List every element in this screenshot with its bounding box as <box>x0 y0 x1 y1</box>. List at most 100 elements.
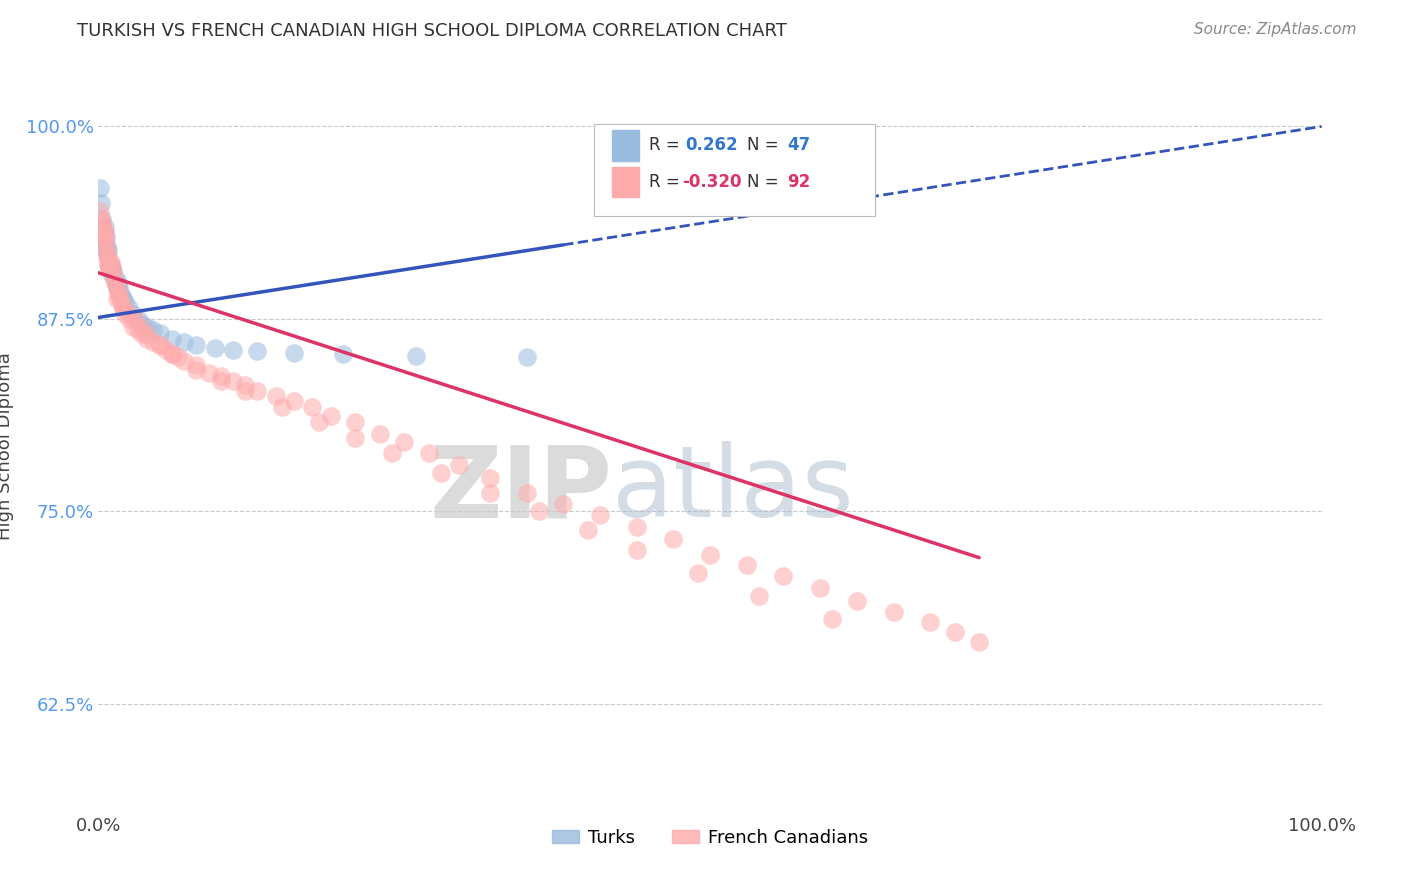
Point <box>97 243 120 257</box>
Point <box>222 343 245 357</box>
Point <box>118 301 141 315</box>
Point <box>91 227 114 242</box>
Point <box>91 211 114 226</box>
Point <box>98 258 121 272</box>
Point <box>91 230 114 244</box>
Point <box>111 289 134 303</box>
Point <box>91 215 114 229</box>
Point <box>160 347 183 361</box>
Point <box>118 312 141 326</box>
Text: N =: N = <box>747 173 783 191</box>
Point <box>105 281 128 295</box>
Point <box>127 323 149 337</box>
Point <box>246 344 269 359</box>
Point <box>368 427 391 442</box>
Point <box>103 270 125 285</box>
Point <box>270 400 294 414</box>
Point <box>301 400 323 414</box>
Point <box>233 384 256 399</box>
Point <box>167 351 190 365</box>
Point <box>209 368 232 383</box>
Point <box>104 277 127 291</box>
Point <box>149 338 172 352</box>
Point <box>204 341 226 355</box>
Point <box>107 285 129 300</box>
Point <box>186 358 208 372</box>
Text: -0.320: -0.320 <box>682 173 741 191</box>
Point <box>344 431 367 445</box>
Point <box>197 366 219 380</box>
Point <box>748 589 770 603</box>
Text: ZIP: ZIP <box>429 442 612 539</box>
Point <box>129 319 152 334</box>
Text: 92: 92 <box>787 173 810 191</box>
Point <box>94 230 117 244</box>
Point <box>527 504 550 518</box>
Point <box>264 389 287 403</box>
Point <box>108 289 131 303</box>
Point <box>142 323 165 337</box>
Point <box>96 245 118 260</box>
Point <box>136 319 159 334</box>
Point <box>91 235 114 249</box>
Point <box>101 261 124 276</box>
Text: 0.262: 0.262 <box>686 136 738 154</box>
Point <box>94 243 117 257</box>
Point <box>222 374 245 388</box>
Point <box>105 273 128 287</box>
Point <box>93 230 115 244</box>
Point <box>381 446 404 460</box>
Bar <box>612 130 640 161</box>
Point <box>449 458 471 473</box>
Point <box>94 243 117 257</box>
Point <box>136 327 159 342</box>
Point <box>478 470 501 484</box>
Point <box>118 307 141 321</box>
Point <box>91 219 114 234</box>
Point <box>114 307 136 321</box>
Point <box>173 353 195 368</box>
Text: N =: N = <box>747 136 783 154</box>
Point <box>131 317 153 331</box>
Point <box>124 312 146 326</box>
Point <box>626 543 648 558</box>
Point <box>110 285 132 300</box>
FancyBboxPatch shape <box>593 124 875 216</box>
Point <box>943 624 966 639</box>
Point <box>93 219 115 234</box>
Point <box>160 332 183 346</box>
Point <box>845 593 868 607</box>
Point <box>332 347 354 361</box>
Point <box>96 239 118 253</box>
Point <box>883 605 905 619</box>
Text: atlas: atlas <box>612 442 853 539</box>
Point <box>94 235 117 249</box>
Point <box>149 326 172 340</box>
Point <box>96 251 118 265</box>
Point <box>233 378 256 392</box>
Y-axis label: High School Diploma: High School Diploma <box>0 352 14 540</box>
Point <box>142 334 165 349</box>
Point <box>515 351 537 365</box>
Point <box>96 245 118 260</box>
Point <box>101 261 124 276</box>
Point <box>105 292 128 306</box>
Point <box>405 349 427 363</box>
Point <box>589 508 612 522</box>
Point <box>91 219 114 234</box>
Point <box>576 523 599 537</box>
Point <box>121 319 143 334</box>
Point <box>173 334 195 349</box>
Point <box>699 548 721 562</box>
Point <box>101 264 124 278</box>
Legend: Turks, French Canadians: Turks, French Canadians <box>546 822 875 854</box>
Point <box>101 266 124 280</box>
Point <box>111 301 134 315</box>
Point <box>90 196 112 211</box>
Point <box>308 415 330 429</box>
Point <box>430 466 453 480</box>
Point <box>920 615 942 630</box>
Point <box>772 569 794 583</box>
Point <box>392 435 416 450</box>
Point <box>105 281 128 295</box>
